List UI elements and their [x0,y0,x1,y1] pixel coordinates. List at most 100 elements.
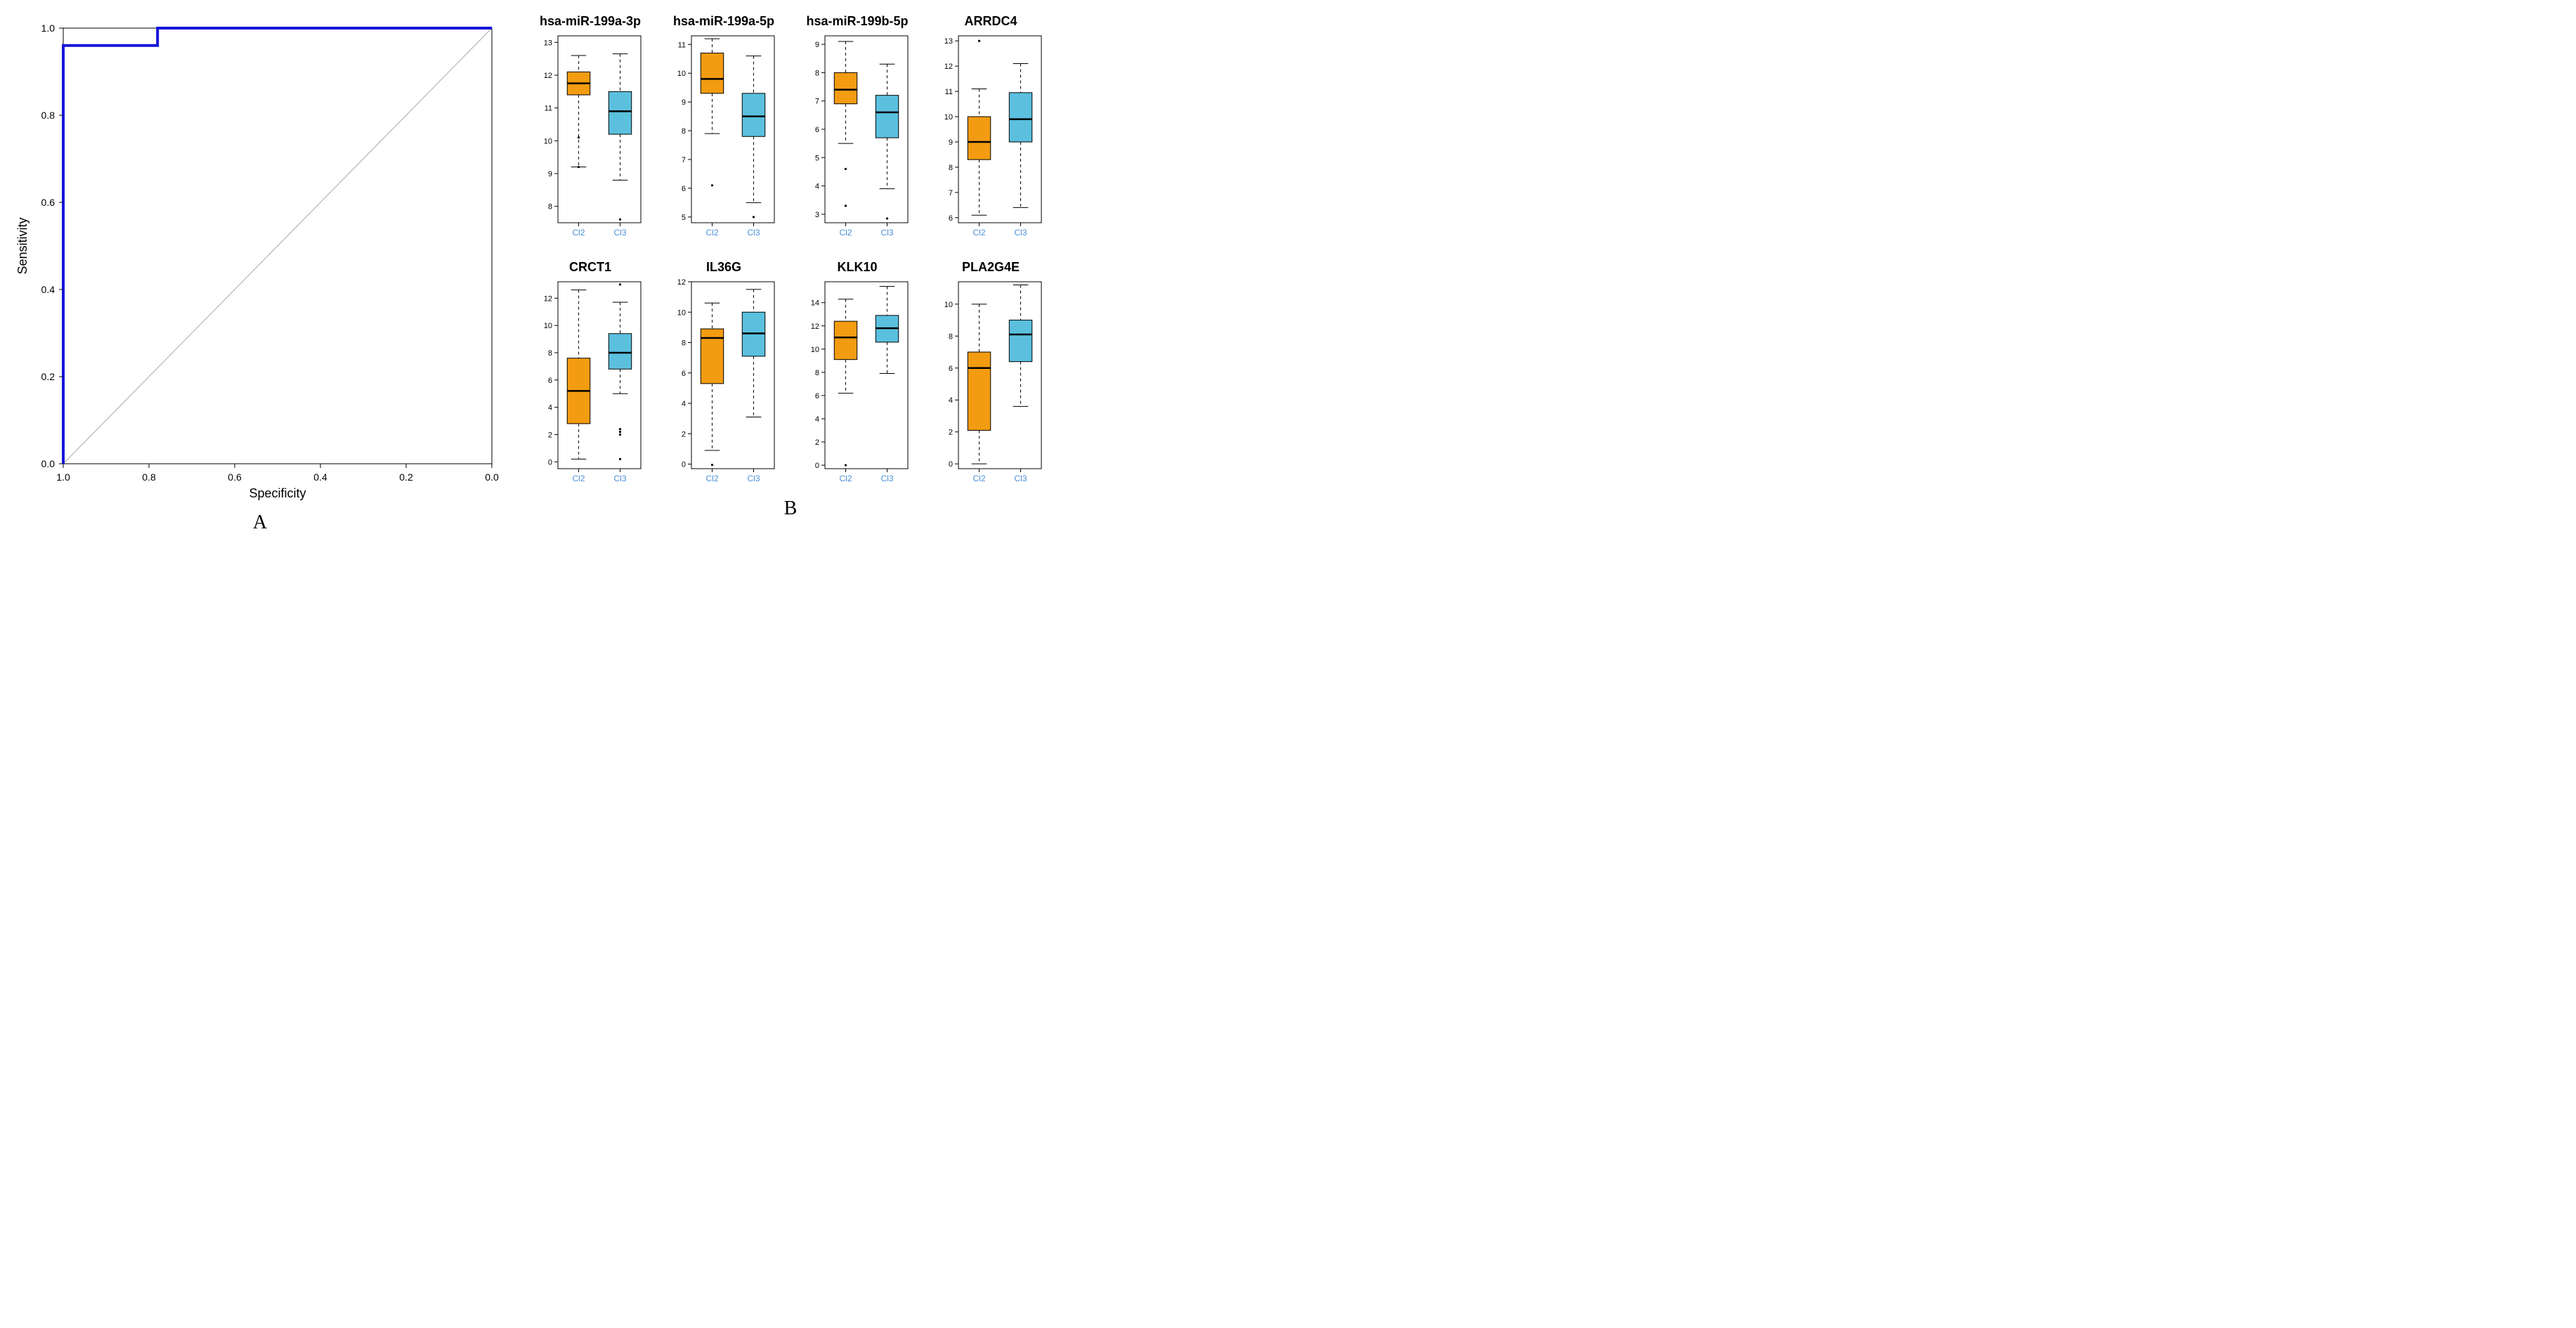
svg-text:6: 6 [815,392,819,401]
svg-text:3: 3 [815,211,819,219]
svg-text:Cl2: Cl2 [705,228,718,237]
svg-text:14: 14 [811,299,819,308]
svg-text:11: 11 [678,41,686,49]
svg-text:2: 2 [548,431,552,439]
svg-text:6: 6 [815,126,819,134]
svg-text:Cl3: Cl3 [613,474,626,483]
boxplot-pla2g4e: PLA2G4E0246810Cl2Cl3 [935,260,1047,492]
boxplot-title: CRCT1 [569,260,611,275]
svg-text:10: 10 [677,70,686,78]
svg-text:Sensitivity: Sensitivity [15,217,30,274]
svg-text:12: 12 [544,72,552,80]
svg-text:Cl3: Cl3 [747,228,760,237]
svg-text:0: 0 [815,462,819,470]
svg-text:2: 2 [682,430,686,438]
svg-text:8: 8 [682,127,686,136]
svg-text:6: 6 [949,214,953,223]
roc-panel: 1.00.80.60.40.20.00.00.20.40.60.81.0Spec… [14,14,506,534]
svg-text:12: 12 [944,63,953,71]
svg-text:0.0: 0.0 [41,458,56,469]
svg-text:0: 0 [548,458,552,467]
svg-text:Cl3: Cl3 [613,228,626,237]
svg-text:9: 9 [682,98,686,107]
boxplot-title: KLK10 [837,260,877,275]
svg-text:Specificity: Specificity [249,486,306,500]
svg-text:9: 9 [949,138,953,147]
boxplot-title: hsa-miR-199b-5p [806,14,908,29]
svg-text:8: 8 [949,164,953,172]
svg-text:6: 6 [682,370,686,378]
svg-text:1.0: 1.0 [56,471,70,483]
boxplot-crct1: CRCT1024681012Cl2Cl3 [534,260,646,492]
boxplot-title: hsa-miR-199a-3p [540,14,641,29]
svg-text:4: 4 [815,183,819,191]
svg-text:Cl2: Cl2 [972,474,985,483]
svg-text:10: 10 [544,137,552,145]
svg-text:0.6: 0.6 [228,471,242,483]
svg-text:10: 10 [811,346,819,354]
svg-text:10: 10 [944,301,953,309]
svg-text:Cl3: Cl3 [880,228,893,237]
svg-text:10: 10 [944,113,953,122]
svg-text:0.4: 0.4 [41,284,56,295]
svg-text:10: 10 [677,308,686,317]
boxplot-title: PLA2G4E [962,260,1020,275]
boxplot-chart: 678910111213Cl2Cl3 [935,32,1047,246]
boxplot-chart: 0246810Cl2Cl3 [935,278,1047,492]
svg-text:11: 11 [545,105,552,113]
svg-text:7: 7 [949,189,953,197]
boxplot-il36g: IL36G024681012Cl2Cl3 [668,260,780,492]
svg-text:12: 12 [544,294,552,303]
svg-text:8: 8 [815,69,819,77]
svg-text:Cl2: Cl2 [839,228,852,237]
svg-text:Cl3: Cl3 [747,474,760,483]
boxplot-klk10: KLK1002468101214Cl2Cl3 [801,260,913,492]
boxplot-title: ARRDC4 [964,14,1017,29]
boxplot-hsa-mir-199a-3p: hsa-miR-199a-3p8910111213Cl2Cl3 [534,14,646,246]
boxplot-hsa-mir-199b-5p: hsa-miR-199b-5p3456789Cl2Cl3 [801,14,913,246]
figure-container: 1.00.80.60.40.20.00.00.20.40.60.81.0Spec… [14,14,2562,534]
svg-text:Cl3: Cl3 [880,474,893,483]
svg-text:Cl2: Cl2 [972,228,985,237]
svg-text:4: 4 [815,415,819,424]
boxplot-hsa-mir-199a-5p: hsa-miR-199a-5p 5 6 7 8 9 10 11 Cl2 Cl3 [668,14,780,246]
svg-text:4: 4 [548,404,552,412]
svg-text:0.2: 0.2 [41,371,56,382]
boxplot-chart: 8910111213Cl2Cl3 [534,32,646,246]
svg-text:0.0: 0.0 [485,471,499,483]
boxplot-title: hsa-miR-199a-5p [673,14,774,29]
svg-text:8: 8 [949,332,953,341]
svg-text:8: 8 [682,339,686,348]
roc-chart: 1.00.80.60.40.20.00.00.20.40.60.81.0Spec… [14,14,506,506]
svg-text:9: 9 [548,170,552,178]
boxplot-grid: hsa-miR-199a-3p8910111213Cl2Cl3hsa-miR-1… [534,14,1047,492]
svg-text:10: 10 [544,322,552,330]
svg-text:4: 4 [949,396,953,405]
svg-text:4: 4 [682,400,686,408]
svg-text:Cl2: Cl2 [839,474,852,483]
svg-text:8: 8 [548,349,552,358]
svg-text:2: 2 [815,438,819,447]
svg-text:Cl3: Cl3 [1014,474,1027,483]
svg-text:6: 6 [949,365,953,373]
boxplot-chart: 5 6 7 8 9 10 11 Cl2 Cl3 [668,32,780,246]
panel-label-a: A [14,512,506,534]
svg-text:0.8: 0.8 [41,110,56,121]
svg-text:13: 13 [544,39,552,47]
svg-text:2: 2 [949,429,953,437]
svg-text:0: 0 [682,461,686,469]
svg-text:1.0: 1.0 [41,22,56,34]
svg-text:7: 7 [682,156,686,164]
svg-text:5: 5 [682,214,686,222]
boxplot-panel: hsa-miR-199a-3p8910111213Cl2Cl3hsa-miR-1… [534,14,1047,520]
svg-text:9: 9 [815,41,819,49]
svg-text:13: 13 [944,37,953,46]
svg-text:12: 12 [677,278,686,287]
svg-text:6: 6 [682,185,686,193]
boxplot-chart: 024681012Cl2Cl3 [668,278,780,492]
svg-text:Cl2: Cl2 [572,474,585,483]
boxplot-chart: 3456789Cl2Cl3 [801,32,913,246]
svg-text:Cl3: Cl3 [1014,228,1027,237]
boxplot-chart: 024681012Cl2Cl3 [534,278,646,492]
svg-text:0.4: 0.4 [313,471,327,483]
